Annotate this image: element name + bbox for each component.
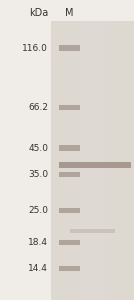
Bar xyxy=(59,105,80,110)
Bar xyxy=(59,266,80,272)
Bar xyxy=(55,21,130,300)
Bar xyxy=(51,21,134,300)
Bar xyxy=(59,162,131,168)
Text: 25.0: 25.0 xyxy=(28,206,48,215)
Text: kDa: kDa xyxy=(29,8,48,18)
Bar xyxy=(59,240,80,245)
Bar xyxy=(51,21,134,300)
Bar xyxy=(72,21,113,300)
Bar xyxy=(68,21,117,300)
Text: 116.0: 116.0 xyxy=(22,44,48,52)
Bar xyxy=(59,21,126,300)
Bar xyxy=(70,229,115,233)
Bar xyxy=(80,21,105,300)
Bar xyxy=(59,146,80,151)
Bar xyxy=(59,208,80,213)
Text: 14.4: 14.4 xyxy=(28,264,48,273)
Bar xyxy=(59,45,80,51)
Text: M: M xyxy=(65,8,74,18)
Bar xyxy=(76,21,109,300)
Text: 18.4: 18.4 xyxy=(28,238,48,247)
Text: 45.0: 45.0 xyxy=(28,144,48,153)
Bar xyxy=(63,21,122,300)
Bar xyxy=(59,172,80,178)
Text: 35.0: 35.0 xyxy=(28,170,48,179)
Text: 66.2: 66.2 xyxy=(28,103,48,112)
